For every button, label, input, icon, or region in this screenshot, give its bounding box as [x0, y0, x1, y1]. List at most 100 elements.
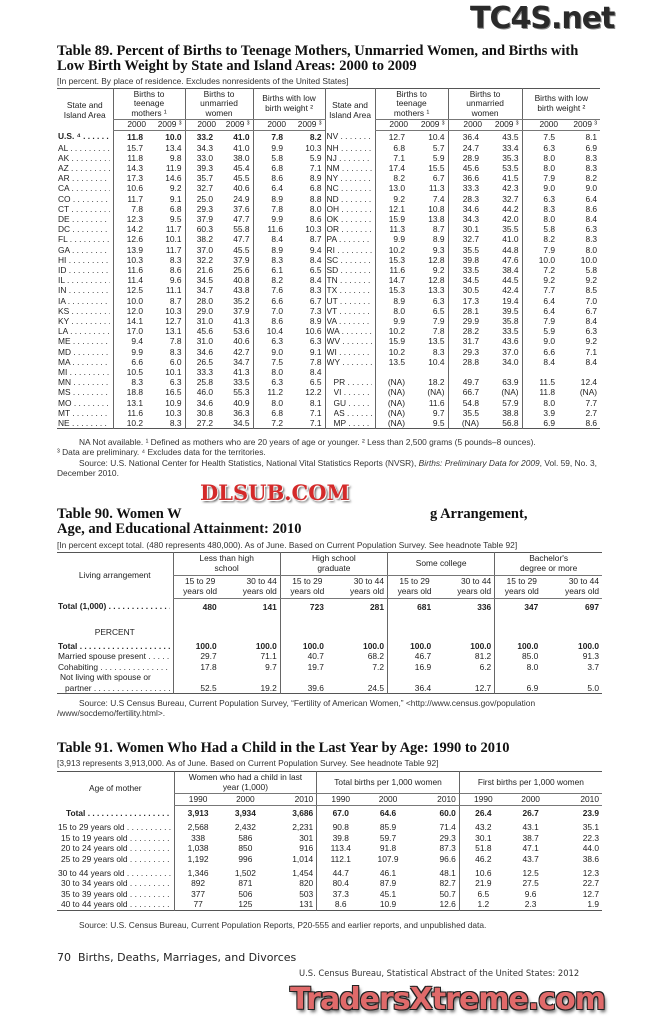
value-cell: 41.0 [233, 131, 250, 142]
value-cell: 9.5 [169, 213, 182, 224]
area-label: AR [57, 173, 113, 183]
value-cell: 9.9 [374, 234, 412, 245]
value-cell: 8.3 [585, 152, 598, 163]
value-cell: 8.4 [585, 213, 598, 224]
title-part-end: g Arrangement, [430, 506, 528, 522]
value-cell: 13.1 [112, 397, 149, 408]
area-label: OK [324, 213, 376, 225]
value-cell: 6.5 [309, 377, 322, 388]
value-cell: 11.6 [112, 264, 149, 276]
value-cell: 11.4 [112, 275, 149, 286]
value-cell: 59.7 [379, 832, 397, 843]
value-cell: 7.1 [309, 417, 322, 428]
value-cell: 11.6 [112, 407, 149, 418]
value-cell: 10.1 [165, 234, 182, 245]
value-cell: 77 [173, 899, 222, 911]
area-name: MN [58, 377, 110, 387]
value-cell: 38.4 [502, 264, 519, 275]
value-cell: 12.3 [112, 213, 149, 225]
area-label: GU [324, 397, 376, 408]
value-cell: 46.7 [387, 651, 442, 662]
value-cell [279, 672, 334, 683]
value-cell: 14.3 [112, 162, 149, 174]
value-cell: 6.4 [521, 295, 562, 306]
value-cell: 44.2 [502, 203, 519, 214]
value-cell [172, 672, 227, 683]
value-cell: 47.7 [233, 213, 250, 224]
table-row: IN12.5 11.134.7 43.87.6 8.3 TX15.3 13.330.5 42… [57, 285, 600, 296]
value-cell: 8.6 [585, 417, 598, 428]
year-header: 2010 [269, 793, 317, 806]
area-label: SD [324, 264, 376, 276]
area-name: MD [58, 347, 110, 357]
table-row: IA10.0 8.728.0 35.26.6 6.7 UT8.9 6.317.3 19.46… [57, 295, 600, 306]
value-cell: 8.6 [169, 264, 182, 275]
value-cell: 22.3 [582, 832, 599, 843]
value-cell: 15.7 [112, 142, 149, 153]
value-cell: 100.0 [279, 640, 334, 652]
area-name: SC [327, 255, 372, 265]
value-cell: 13.1 [165, 326, 182, 337]
value-cell: 15.9 [374, 213, 412, 225]
value-cell [521, 366, 562, 378]
table-row: CO11.79.125.024.98.98.8ND9.27.428.332.76… [57, 193, 600, 204]
row-label-text: Married spouse present [58, 651, 170, 661]
year-header: 2000 [506, 793, 555, 806]
area-label: KS [57, 306, 113, 316]
value-cell: 16.5 [165, 387, 182, 398]
area-name: CT [58, 204, 110, 214]
year-header: 2000 [112, 119, 149, 131]
area-label: MT [57, 408, 113, 418]
value-cell: 506 [238, 888, 253, 899]
value-cell: 11.7 [112, 193, 149, 204]
value-cell: 17.0 [112, 326, 149, 337]
row-label: 25 to 29 years old [57, 854, 174, 864]
watermark-logo-middle: DLSUB.COM [200, 480, 350, 505]
table-row: FL12.6 10.138.2 47.78.4 8.7 PA9.9 8.932.7 41.0… [57, 234, 600, 245]
area-label: AZ [57, 163, 113, 173]
value-cell: 18.2 [428, 377, 445, 388]
row-label-text: 15 to 19 years old [61, 833, 171, 843]
area-name: NC [327, 183, 372, 193]
area-label: IA [57, 296, 113, 306]
value-cell: 8.2 [252, 275, 290, 286]
value-cell: 34.3 [184, 142, 220, 153]
value-cell: 27.2 [184, 417, 220, 429]
value-cell: 10.2 [112, 417, 149, 429]
value-cell: 68.2 [367, 651, 384, 662]
value-cell: 7.2 [372, 661, 384, 672]
area-label: NY [324, 173, 376, 184]
area-name: AR [58, 173, 110, 183]
value-cell: 7.5 [252, 356, 290, 367]
value-cell: 9.8 [169, 152, 182, 163]
value-cell: 2.3 [524, 899, 537, 910]
value-cell: 1,192 [173, 853, 222, 865]
value-cell: 6.3 [521, 142, 562, 153]
age-header: 15 to 29 years old [172, 575, 227, 599]
area-label: VT [324, 305, 376, 316]
value-cell: 35.5 [447, 407, 486, 418]
area-label: NJ [324, 152, 376, 163]
value-cell: 9.0 [521, 336, 562, 347]
value-cell: 35.3 [502, 152, 519, 163]
value-cell: 10.3 [165, 305, 182, 316]
area-name: NM [327, 163, 372, 173]
value-cell: 31.0 [184, 336, 220, 347]
table-90-title: Table 90. Women W g Arrangement, Age, and… [57, 507, 602, 537]
year-header: 2009 ³ [289, 119, 326, 131]
value-cell [172, 614, 227, 641]
row-label-text: partner [65, 683, 170, 693]
value-cell: 33.2 [184, 130, 220, 143]
table-row: MA6.6 6.026.5 34.77.5 7.8 WY13.5 10.428.8 34.0… [57, 356, 600, 367]
value-cell: 7.8 [169, 336, 182, 347]
value-cell: 7.8 [252, 203, 290, 214]
value-cell: 8.1 [585, 131, 598, 142]
year-header: 1990 [458, 793, 507, 806]
value-cell: 14.7 [374, 275, 412, 286]
value-cell: 2,568 [173, 818, 222, 833]
value-cell: 1.2 [458, 899, 507, 911]
value-cell: 11.6 [428, 397, 445, 408]
column-group-header: High school graduate [279, 552, 388, 576]
value-cell: 28.8 [447, 356, 486, 367]
